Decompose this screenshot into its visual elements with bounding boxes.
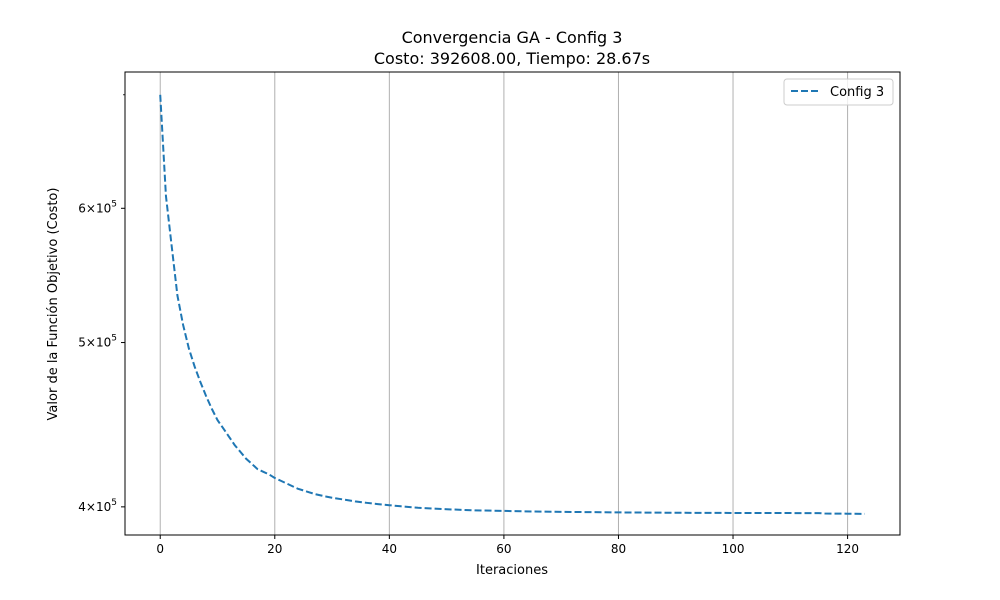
x-axis-label: Iteraciones [476,563,548,578]
plot-area [159,94,865,515]
legend-label: Config 3 [830,85,884,100]
x-tick-label: 40 [382,542,397,556]
grid-lines [159,72,849,535]
y-tick-label: 4×105 [78,498,117,514]
x-tick-label: 80 [611,542,626,556]
chart-subtitle: Costo: 392608.00, Tiempo: 28.67s [374,49,650,68]
axes-frame [124,71,901,536]
x-axis-ticks: 0 20 40 60 80 100 120 [156,535,859,556]
legend: Config 3 [783,78,894,106]
y-tick-label: 6×105 [78,199,117,215]
y-tick-label: 5×105 [78,334,117,350]
x-tick-label: 120 [836,542,859,556]
y-axis-label: Valor de la Función Objetivo (Costo) [46,188,61,421]
legend-box [783,78,894,106]
series-line-0 [159,94,865,515]
x-tick-label: 20 [267,542,282,556]
y-axis-ticks: 4×105 5×105 6×105 [78,94,125,514]
chart-title: Convergencia GA - Config 3 [402,28,623,47]
x-tick-label: 100 [722,542,745,556]
x-tick-label: 0 [156,542,164,556]
x-tick-label: 60 [496,542,511,556]
